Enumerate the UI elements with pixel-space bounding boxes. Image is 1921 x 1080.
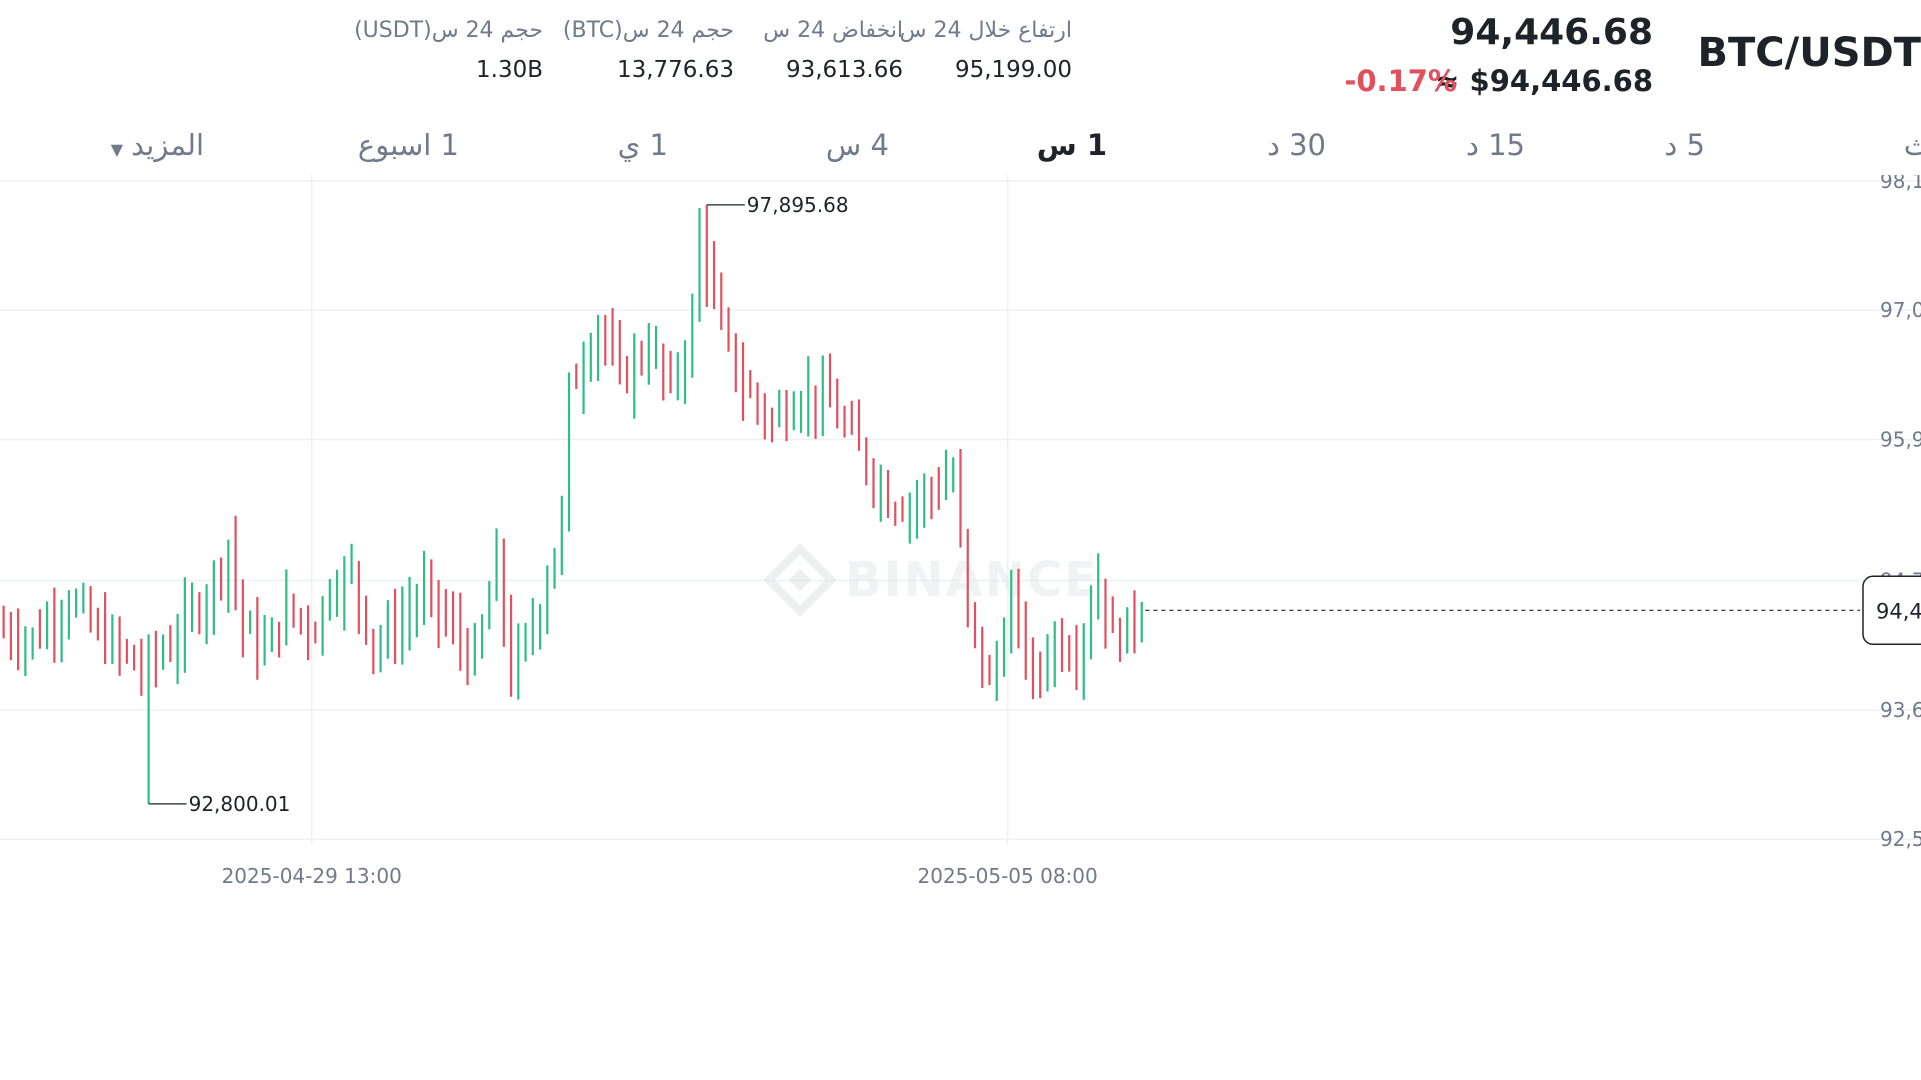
x-tick-label: 2025-04-29 13:00 (222, 864, 402, 888)
y-tick-label: 93,6 (1880, 698, 1921, 722)
usd-price: ≈ $94,446.68 (1435, 64, 1653, 98)
ohlc-series (2, 204, 1143, 804)
current-price-label: 94,4 (1876, 599, 1921, 623)
stat-label: انخفاض 24 س (763, 18, 903, 43)
tab-interval-seconds[interactable]: ث (1903, 128, 1921, 162)
y-tick-label: 98,1 (1880, 175, 1921, 193)
y-tick-label: 95,9 (1880, 427, 1921, 451)
stat-value: 13,776.63 (616, 57, 734, 83)
chart-annotations: 97,895.68 92,800.01 (148, 193, 849, 816)
y-tick-label: 97,0 (1880, 298, 1921, 322)
stat-label: ارتفاع خلال 24 س (899, 18, 1072, 43)
low-annotation-label: 92,800.01 (189, 792, 291, 816)
change-percent: -0.17% (1344, 64, 1457, 98)
more-label: المزيد (131, 128, 204, 162)
stat-value: 1.30B (476, 57, 543, 83)
stat-24h-low: انخفاض 24 س 93,613.66 (763, 18, 903, 83)
tab-more[interactable]: المزيد ▼ (111, 128, 204, 162)
tab-interval-5m[interactable]: 5 د (1664, 128, 1705, 162)
stat-label: حجم 24 س(USDT) (354, 18, 543, 43)
y-tick-label: 92,5 (1880, 827, 1921, 851)
stat-24h-volume-usdt: حجم 24 س(USDT) 1.30B (354, 18, 543, 83)
stat-value: 93,613.66 (785, 57, 903, 83)
pair-symbol[interactable]: BTC/USDT (1697, 30, 1921, 76)
stat-24h-high: ارتفاع خلال 24 س 95,199.00 (900, 18, 1072, 83)
high-annotation-label: 97,895.68 (747, 193, 849, 217)
y-axis: 98,197,095,994,793,692,5 (1880, 175, 1921, 851)
watermark-text: BINANCE (845, 552, 1099, 608)
tab-interval-1h[interactable]: 1 س (1036, 128, 1107, 162)
chart-grid (0, 175, 1921, 845)
tab-interval-1d[interactable]: 1 ي (617, 128, 668, 162)
ticker-header: BTC/USDT 94,446.68 ≈ $94,446.68 -0.17% ا… (0, 0, 1921, 140)
price-chart[interactable]: BINANCE 97,895.68 92,800.01 98,1 97,0 95,9 9… (0, 175, 1921, 1080)
stat-24h-volume-btc: حجم 24 س(BTC) 13,776.63 (563, 18, 734, 83)
tab-interval-30m[interactable]: 30 د (1266, 128, 1326, 162)
x-tick-label: 2025-05-05 08:00 (918, 864, 1098, 888)
binance-watermark: BINANCE (763, 543, 1099, 617)
interval-tabs: ث 5 د 15 د 30 د 1 س 4 س 1 ي 1 اسبوع المز… (0, 124, 1921, 174)
chevron-down-icon: ▼ (110, 140, 124, 159)
stat-value: 95,199.00 (954, 57, 1072, 83)
current-price-marker: 94,4 (1145, 575, 1921, 646)
tab-interval-4h[interactable]: 4 س (825, 128, 889, 162)
last-price: 94,446.68 (1450, 12, 1653, 53)
x-axis: 2025-04-29 13:00 2025-05-05 08:00 (222, 864, 1098, 888)
stat-label: حجم 24 س(BTC) (562, 18, 734, 43)
tab-interval-1w[interactable]: 1 اسبوع (357, 128, 459, 162)
tab-interval-15m[interactable]: 15 د (1465, 128, 1525, 162)
current-price-tag (1862, 575, 1921, 646)
